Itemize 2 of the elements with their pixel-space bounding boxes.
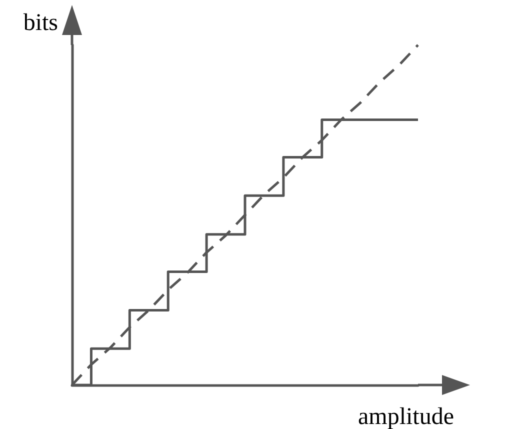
y-axis-title: bits <box>23 10 58 36</box>
x-axis-title: amplitude <box>358 404 454 429</box>
